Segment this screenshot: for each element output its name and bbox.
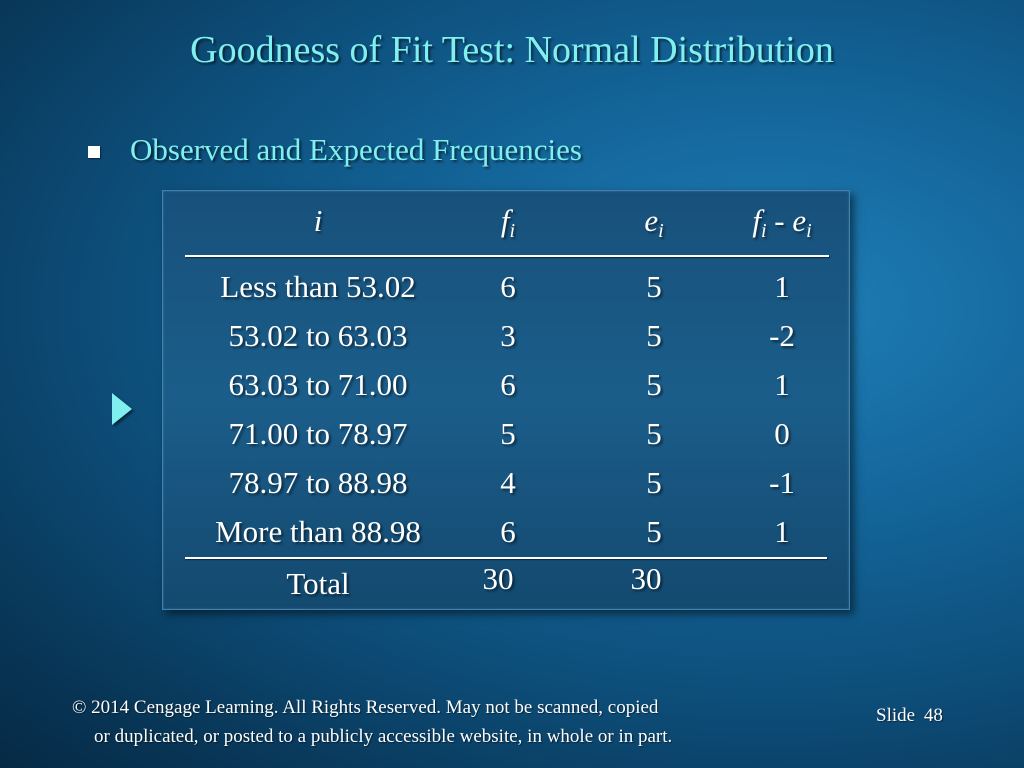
header-divider bbox=[185, 255, 829, 257]
interval-cell: 71.00 to 78.97 bbox=[228, 416, 408, 451]
difference-cell: -1 bbox=[769, 465, 795, 500]
play-arrow-icon[interactable] bbox=[112, 393, 132, 425]
expected-cell: 5 bbox=[646, 269, 662, 304]
difference-cell: -2 bbox=[769, 318, 795, 353]
observed-cell: 6 bbox=[500, 367, 516, 402]
slide-number-value: 48 bbox=[923, 705, 943, 726]
header-fi: fi bbox=[500, 203, 516, 242]
slide-number: Slide 48 bbox=[876, 705, 943, 727]
interval-cell: 63.03 to 71.00 bbox=[228, 367, 408, 402]
square-bullet-icon bbox=[88, 146, 100, 158]
copyright-line-1: © 2014 Cengage Learning. All Rights Rese… bbox=[72, 697, 659, 718]
expected-cell: 5 bbox=[646, 465, 662, 500]
total-divider bbox=[185, 557, 827, 559]
expected-cell: 5 bbox=[646, 367, 662, 402]
bullet-text: Observed and Expected Frequencies bbox=[130, 132, 582, 167]
interval-cell: More than 88.98 bbox=[215, 514, 421, 549]
header-fi-minus-ei: fi - ei bbox=[752, 203, 812, 242]
difference-cell: 1 bbox=[774, 269, 790, 304]
difference-cell: 0 bbox=[774, 416, 790, 451]
difference-cell: 1 bbox=[774, 514, 790, 549]
expected-cell: 5 bbox=[646, 416, 662, 451]
observed-cell: 6 bbox=[500, 269, 516, 304]
slide-label: Slide bbox=[876, 705, 916, 726]
copyright-notice: © 2014 Cengage Learning. All Rights Rese… bbox=[72, 693, 672, 751]
slide-title: Goodness of Fit Test: Normal Distributio… bbox=[190, 29, 834, 71]
observed-cell: 3 bbox=[500, 318, 516, 353]
interval-cell: 78.97 to 88.98 bbox=[228, 465, 408, 500]
bullet-item: Observed and Expected Frequencies bbox=[88, 132, 582, 168]
total-expected: 30 bbox=[630, 561, 662, 596]
observed-cell: 5 bbox=[500, 416, 516, 451]
expected-cell: 5 bbox=[646, 318, 662, 353]
frequency-table: i fi ei fi - ei Less than 53.02 6 5 1 53… bbox=[162, 190, 850, 610]
copyright-line-2: or duplicated, or posted to a publicly a… bbox=[94, 726, 673, 747]
header-i: i bbox=[313, 203, 323, 238]
interval-cell: Less than 53.02 bbox=[220, 269, 416, 304]
total-observed: 30 bbox=[482, 561, 514, 596]
interval-cell: 53.02 to 63.03 bbox=[228, 318, 408, 353]
header-ei: ei bbox=[644, 203, 664, 242]
total-label: Total bbox=[286, 566, 350, 601]
observed-cell: 6 bbox=[500, 514, 516, 549]
difference-cell: 1 bbox=[774, 367, 790, 402]
expected-cell: 5 bbox=[646, 514, 662, 549]
observed-cell: 4 bbox=[500, 465, 516, 500]
